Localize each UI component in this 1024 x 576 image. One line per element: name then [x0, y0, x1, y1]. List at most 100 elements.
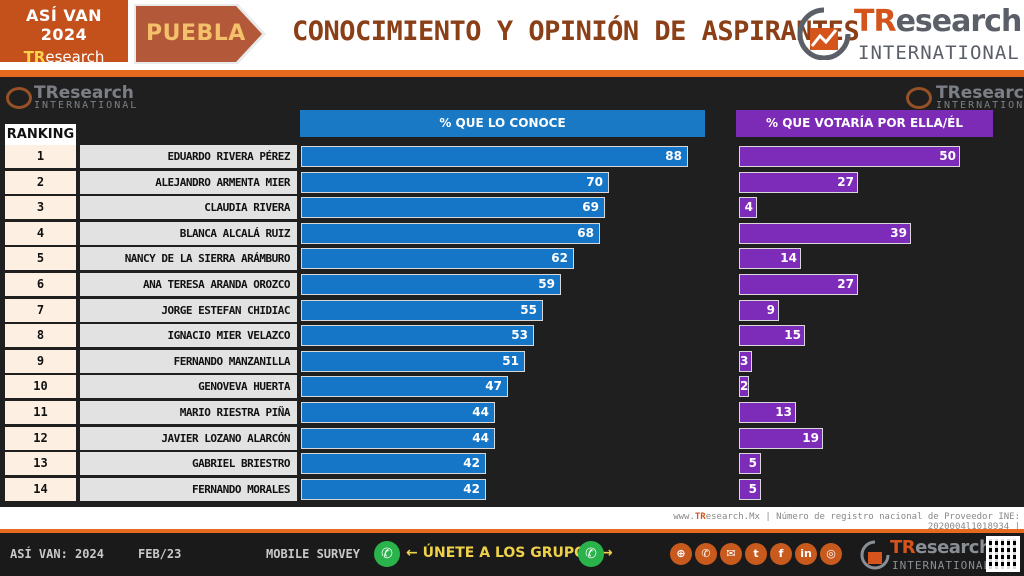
vote-bar: 14 [739, 248, 801, 269]
mail-icon[interactable]: ✉ [720, 543, 742, 565]
known-bar: 59 [301, 274, 561, 295]
whatsapp-icon[interactable]: ✆ [374, 541, 400, 567]
table-row: 10 GENOVEVA HUERTA 47 2 [0, 375, 1024, 399]
rank-cell: 9 [5, 350, 76, 373]
footer-logo: TResearch INTERNATIONAL [860, 537, 992, 573]
watermark-left: TResearch INTERNATIONAL [34, 83, 139, 111]
footer-method: MOBILE SURVEY [266, 547, 360, 561]
state-tag: PUEBLA [134, 4, 266, 64]
known-bar: 69 [301, 197, 605, 218]
candidate-name: JAVIER LOZANO ALARCÓN [80, 427, 297, 450]
known-bar: 62 [301, 248, 574, 269]
whatsapp-icon[interactable]: ✆ [578, 541, 604, 567]
candidate-name: IGNACIO MIER VELAZCO [80, 324, 297, 347]
rank-cell: 7 [5, 299, 76, 322]
known-bar: 42 [301, 479, 486, 500]
known-bar: 53 [301, 325, 534, 346]
table-row: 6 ANA TERESA ARANDA OROZCO 59 27 [0, 273, 1024, 297]
candidate-name: NANCY DE LA SIERRA ARÁMBURO [80, 247, 297, 270]
rank-cell: 2 [5, 171, 76, 194]
header: ASÍ VAN 2024 TResearch PUEBLA CONOCIMIEN… [0, 0, 1024, 72]
known-bar: 70 [301, 172, 609, 193]
phone-icon[interactable]: ✆ [695, 543, 717, 565]
vote-bar: 5 [739, 453, 761, 474]
watermark-logo-icon [6, 87, 32, 109]
table-row: 7 JORGE ESTEFAN CHIDIAC 55 9 [0, 299, 1024, 323]
table-row: 13 GABRIEL BRIESTRO 42 5 [0, 452, 1024, 476]
known-bar: 42 [301, 453, 486, 474]
vote-bar: 39 [739, 223, 911, 244]
footer-series-label: ASÍ VAN: 2024 [10, 547, 104, 561]
table-row: 12 JAVIER LOZANO ALARCÓN 44 19 [0, 427, 1024, 451]
table-row: 4 BLANCA ALCALÁ RUIZ 68 39 [0, 222, 1024, 246]
known-bar: 44 [301, 428, 495, 449]
known-bar: 55 [301, 300, 543, 321]
footer-logo-subtitle: INTERNATIONAL [892, 559, 992, 572]
rank-cell: 14 [5, 478, 76, 501]
facebook-icon[interactable]: f [770, 543, 792, 565]
vote-bar: 15 [739, 325, 805, 346]
brand-line2: TResearch [23, 48, 105, 66]
state-label: PUEBLA [146, 21, 246, 46]
vote-bar: 50 [739, 146, 960, 167]
ranking-header: RANKING [5, 124, 76, 145]
candidate-name: ANA TERESA ARANDA OROZCO [80, 273, 297, 296]
vote-bar: 4 [739, 197, 757, 218]
candidate-name: BLANCA ALCALÁ RUIZ [80, 222, 297, 245]
table-row: 11 MARIO RIESTRA PIÑA 44 13 [0, 401, 1024, 425]
table-row: 8 IGNACIO MIER VELAZCO 53 15 [0, 324, 1024, 348]
rank-cell: 5 [5, 247, 76, 270]
logo: TResearch INTERNATIONAL [796, 4, 1022, 66]
table-row: 14 FERNANDO MORALES 42 5 [0, 478, 1024, 502]
known-bar: 44 [301, 402, 495, 423]
qr-code[interactable] [986, 536, 1020, 572]
known-bar: 88 [301, 146, 688, 167]
vote-bar: 27 [739, 172, 858, 193]
candidate-name: MARIO RIESTRA PIÑA [80, 401, 297, 424]
candidate-name: JORGE ESTEFAN CHIDIAC [80, 299, 297, 322]
footer-divider [0, 529, 1024, 533]
watermark-logo-icon [906, 87, 932, 109]
rank-cell: 3 [5, 196, 76, 219]
rank-cell: 4 [5, 222, 76, 245]
footer-logo-mark-icon [860, 540, 890, 570]
candidate-name: ALEJANDRO ARMENTA MIER [80, 171, 297, 194]
linkedin-icon[interactable]: in [795, 543, 817, 565]
footer-logo-text: TResearch [890, 537, 992, 558]
rank-cell: 6 [5, 273, 76, 296]
brand-line1: ASÍ VAN 2024 [26, 6, 102, 44]
rank-cell: 12 [5, 427, 76, 450]
table-row: 2 ALEJANDRO ARMENTA MIER 70 27 [0, 171, 1024, 195]
globe-icon[interactable]: ⊕ [670, 543, 692, 565]
vote-bar: 3 [739, 351, 752, 372]
vote-bar: 19 [739, 428, 823, 449]
header-divider [0, 70, 1024, 77]
rank-cell: 10 [5, 375, 76, 398]
candidate-name: GABRIEL BRIESTRO [80, 452, 297, 475]
table-row: 5 NANCY DE LA SIERRA ARÁMBURO 62 14 [0, 247, 1024, 271]
logo-subtitle: INTERNATIONAL [858, 42, 1020, 64]
candidate-name: CLAUDIA RIVERA [80, 196, 297, 219]
state-tag-arrow [134, 4, 266, 64]
instagram-icon[interactable]: ◎ [820, 543, 842, 565]
rank-cell: 8 [5, 324, 76, 347]
rank-cell: 1 [5, 145, 76, 168]
twitter-icon[interactable]: t [745, 543, 767, 565]
footer-date: FEB/23 [138, 547, 182, 561]
rank-cell: 13 [5, 452, 76, 475]
source-note: www.TResearch.Mx | Número de registro na… [673, 512, 1020, 532]
join-groups-link[interactable]: ← ÚNETE A LOS GRUPOS → [406, 545, 613, 561]
candidate-name: FERNANDO MANZANILLA [80, 350, 297, 373]
candidate-name: EDUARDO RIVERA PÉREZ [80, 145, 297, 168]
vote-column-header: % QUE VOTARÍA POR ELLA/ÉL [736, 110, 993, 137]
known-bar: 51 [301, 351, 525, 372]
page-title: CONOCIMIENTO Y OPINIÓN DE ASPIRANTES [292, 16, 860, 47]
candidate-name: FERNANDO MORALES [80, 478, 297, 501]
known-column-header: % QUE LO CONOCE [300, 110, 705, 137]
footer: ASÍ VAN: 2024 FEB/23 MOBILE SURVEY ✆ ← Ú… [0, 533, 1024, 576]
table-row: 1 EDUARDO RIVERA PÉREZ 88 50 [0, 145, 1024, 169]
logo-text: TResearch [854, 4, 1022, 39]
known-bar: 68 [301, 223, 600, 244]
brand-badge: ASÍ VAN 2024 TResearch [0, 0, 128, 66]
